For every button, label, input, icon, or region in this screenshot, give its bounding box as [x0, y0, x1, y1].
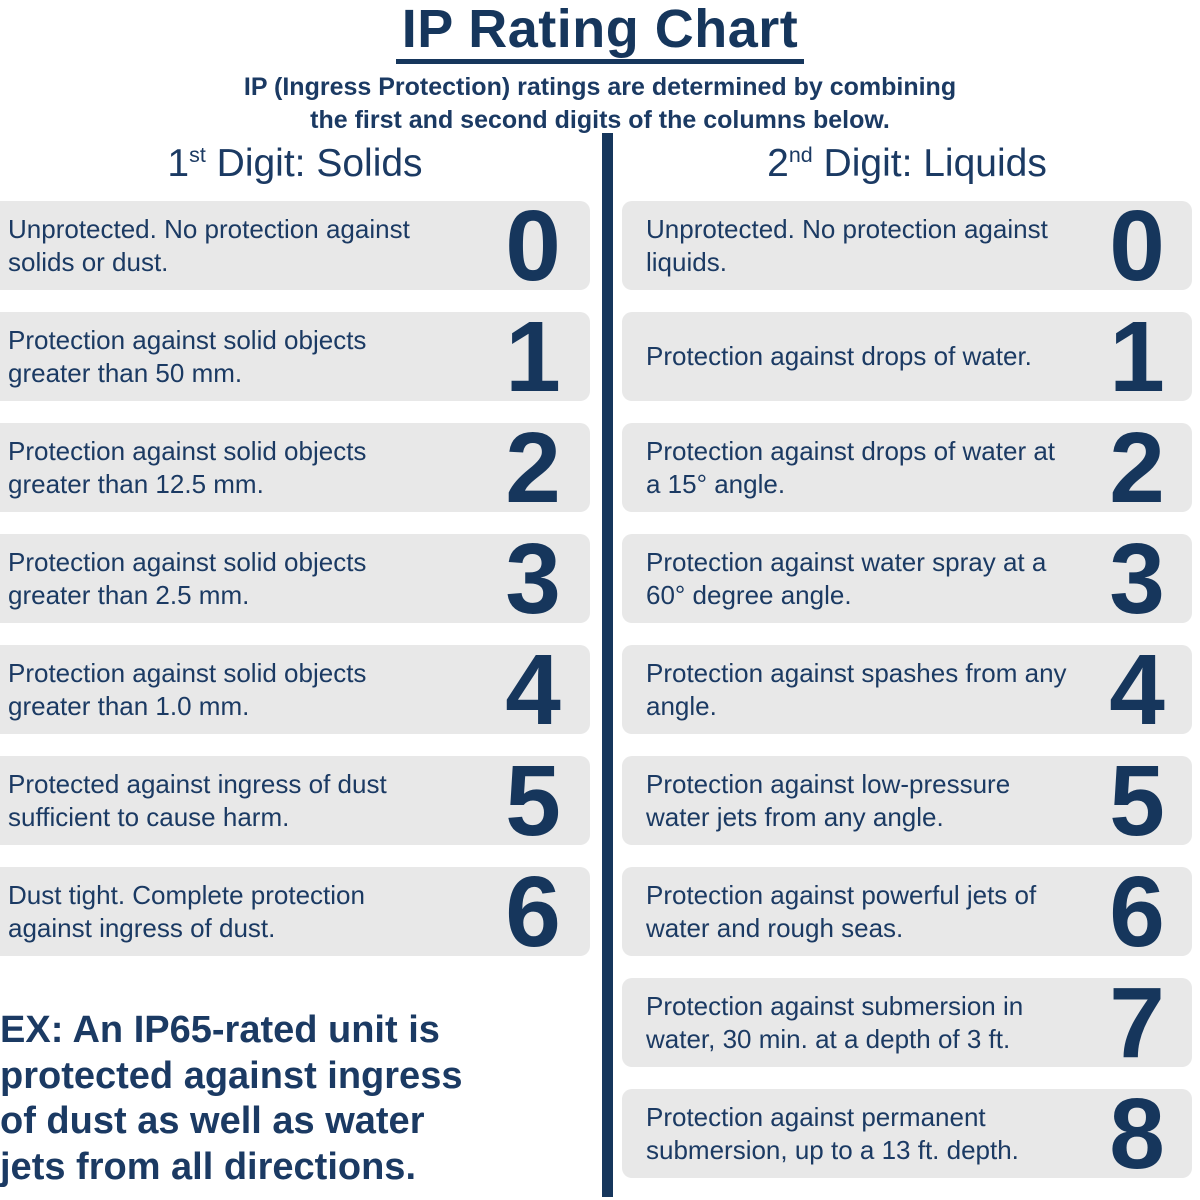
solids-row-4: Protection against solid objects greater…: [0, 633, 590, 746]
rating-description: Dust tight. Complete protection against …: [8, 879, 365, 943]
rating-description: Protected against ingress of dust suffic…: [8, 768, 387, 832]
rating-description: Unprotected. No protection against solid…: [8, 213, 410, 277]
liquids-row-3: Protection against water spray at a 60° …: [622, 522, 1192, 635]
rating-description: Protection against submersion in water, …: [646, 990, 1024, 1054]
liquids-column-heading: 2nd Digit: Liquids: [622, 131, 1192, 185]
liquids-column: 2nd Digit: Liquids Unprotected. No prote…: [622, 131, 1192, 1200]
rating-digit: 2: [505, 411, 561, 524]
rating-digit: 8: [1109, 1077, 1165, 1190]
rating-description: Protection against drops of water.: [646, 341, 1032, 372]
liquids-row-2: Protection against drops of water at a 1…: [622, 411, 1192, 524]
header: IP Rating Chart IP (Ingress Protection) …: [0, 0, 1200, 137]
liquids-row-0: Unprotected. No protection against liqui…: [622, 189, 1192, 302]
solids-row-3: Protection against solid objects greater…: [0, 522, 590, 635]
rating-description: Protection against permanent submersion,…: [646, 1101, 1019, 1165]
liquids-row-4: Protection against spashes from any angl…: [622, 633, 1192, 746]
liquids-row-6: Protection against powerful jets of wate…: [622, 855, 1192, 968]
solids-row-5: Protected against ingress of dust suffic…: [0, 744, 590, 857]
rating-digit: 2: [1109, 411, 1165, 524]
rating-description: Protection against solid objects greater…: [8, 657, 367, 721]
heading-number: 2: [767, 142, 789, 185]
solids-column: 1st Digit: Solids Unprotected. No protec…: [0, 131, 590, 1190]
page-subtitle: IP (Ingress Protection) ratings are dete…: [243, 73, 957, 134]
rating-digit: 3: [1109, 522, 1165, 635]
rating-description: Protection against solid objects greater…: [8, 435, 367, 499]
rating-digit: 5: [1109, 744, 1165, 857]
rating-digit: 1: [1109, 300, 1165, 413]
rating-digit: 4: [1109, 633, 1165, 746]
solids-row-1: Protection against solid objects greater…: [0, 300, 590, 413]
rating-description: Protection against spashes from any angl…: [646, 657, 1067, 721]
solids-row-0: Unprotected. No protection against solid…: [0, 189, 590, 302]
liquids-row-5: Protection against low-pressure water je…: [622, 744, 1192, 857]
rating-digit: 6: [505, 855, 561, 968]
rating-digit: 0: [505, 189, 561, 302]
liquids-row-7: Protection against submersion in water, …: [622, 966, 1192, 1079]
heading-ordinal-suffix: st: [189, 143, 206, 167]
heading-text: Digit: Solids: [205, 142, 423, 185]
page-title: IP Rating Chart: [395, 2, 805, 64]
rating-digit: 3: [505, 522, 561, 635]
rating-description: Protection against drops of water at a 1…: [646, 435, 1056, 499]
solids-column-heading: 1st Digit: Solids: [0, 131, 590, 185]
solids-row-2: Protection against solid objects greater…: [0, 411, 590, 524]
liquids-row-1: Protection against drops of water. 1: [622, 300, 1192, 413]
heading-ordinal-suffix: nd: [788, 143, 813, 167]
example-note: EX: An IP65-rated unit is protected agai…: [0, 1009, 463, 1188]
rating-digit: 1: [505, 300, 561, 413]
rating-description: Protection against solid objects greater…: [8, 546, 367, 610]
rating-description: Protection against low-pressure water je…: [646, 768, 1011, 832]
rating-digit: 4: [505, 633, 561, 746]
heading-number: 1: [167, 142, 190, 185]
rating-digit: 0: [1109, 189, 1165, 302]
rating-description: Protection against powerful jets of wate…: [646, 879, 1037, 943]
solids-row-6: Dust tight. Complete protection against …: [0, 855, 590, 968]
rating-description: Protection against water spray at a 60° …: [646, 546, 1047, 610]
heading-text: Digit: Liquids: [812, 142, 1047, 185]
rating-description: Unprotected. No protection against liqui…: [646, 213, 1048, 277]
rating-digit: 6: [1109, 855, 1165, 968]
column-divider: [602, 133, 613, 1197]
liquids-row-8: Protection against permanent submersion,…: [622, 1077, 1192, 1190]
rating-digit: 7: [1109, 966, 1165, 1079]
rating-description: Protection against solid objects greater…: [8, 324, 367, 388]
rating-digit: 5: [505, 744, 561, 857]
